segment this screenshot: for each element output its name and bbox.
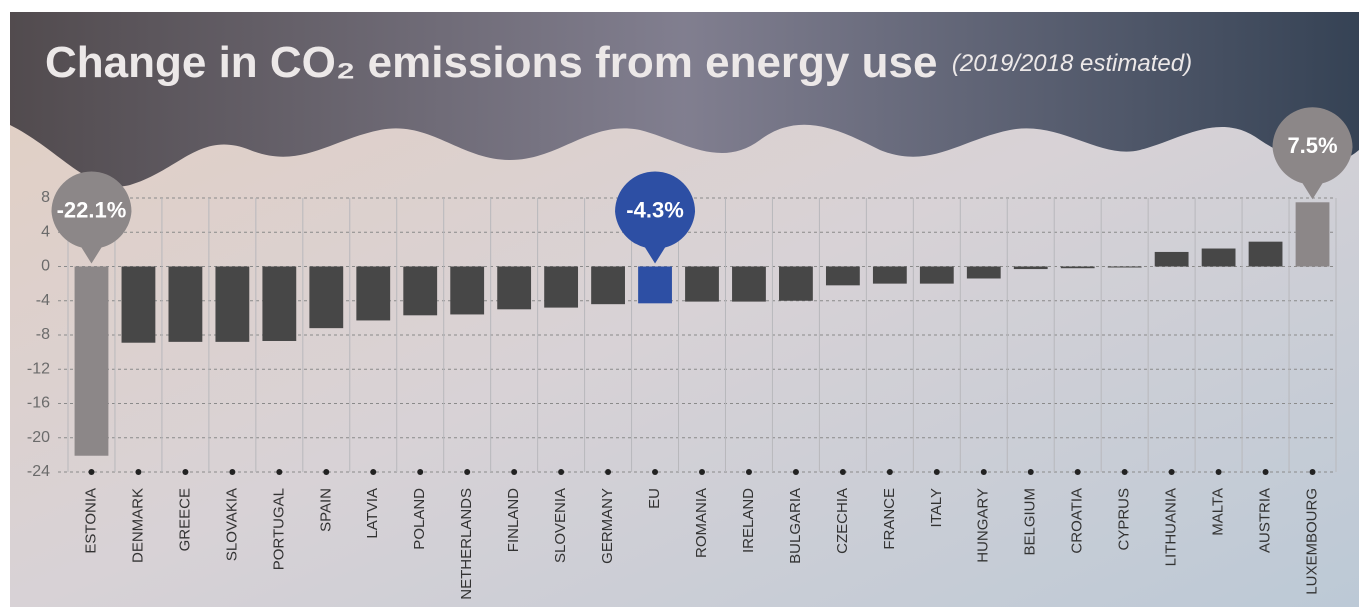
bar [826,267,860,286]
axis-dot [652,469,658,475]
axis-dot [229,469,235,475]
axis-dot [1075,469,1081,475]
x-tick-label: FRANCE [881,488,898,550]
x-tick-label: EU [646,488,663,509]
axis-dot [1216,469,1222,475]
axis-dot [793,469,799,475]
x-tick-label: DENMARK [129,488,146,563]
x-tick-label: SLOVAKIA [223,488,240,561]
page: {"chart_data": {"type": "bar", "title": … [0,0,1359,612]
axis-dot [323,469,329,475]
bar [1061,267,1095,269]
axis-dot [840,469,846,475]
y-tick-label: -16 [27,395,50,412]
x-tick-label: SPAIN [317,488,334,532]
x-tick-label: NETHERLANDS [458,488,475,600]
x-tick-label: FINLAND [505,488,522,552]
axis-dot [276,469,282,475]
x-tick-label: BULGARIA [787,488,804,564]
y-tick-label: -20 [27,429,50,446]
axis-dot [1263,469,1269,475]
bar [169,267,203,342]
bar [356,267,390,321]
axis-dot [887,469,893,475]
bar [309,267,343,329]
subtitle: (2019/2018 estimated) [952,50,1192,77]
title: Change in CO₂ emissions from energy use [45,38,937,87]
axis-dot [934,469,940,475]
x-tick-label: LUXEMBOURG [1303,488,1320,595]
y-tick-label: -12 [27,360,50,377]
axis-dot [88,469,94,475]
x-tick-label: LITHUANIA [1163,488,1180,566]
bar [1014,267,1048,270]
bar [779,267,813,301]
bar [638,267,672,304]
axis-dot [1028,469,1034,475]
x-tick-label: MALTA [1210,488,1227,536]
y-tick-label: -8 [36,326,50,343]
axis-dot [135,469,141,475]
axis-dot [511,469,517,475]
bar [75,267,109,456]
bar [1108,267,1142,268]
x-tick-label: IRELAND [740,488,757,553]
y-tick-label: 4 [41,223,50,240]
axis-dot [746,469,752,475]
x-tick-label: POLAND [411,488,428,550]
x-tick-label: CYPRUS [1116,488,1133,551]
axis-dot [1310,469,1316,475]
bar [1155,252,1189,267]
y-tick-label: 8 [41,189,50,206]
value-label: -4.3% [626,197,683,222]
axis-dot [370,469,376,475]
axis-dot [981,469,987,475]
axis-dot [1122,469,1128,475]
y-tick-label: -24 [27,463,50,480]
axis-dot [464,469,470,475]
axis-dot [1169,469,1175,475]
bar [1202,249,1236,267]
y-tick-label: 0 [41,258,50,275]
bar [1249,242,1283,267]
y-tick-label: -4 [36,292,50,309]
axis-dot [699,469,705,475]
bar [497,267,531,310]
x-tick-label: CROATIA [1069,488,1086,554]
chart: Change in CO₂ emissions from energy use … [0,0,1359,607]
bar [403,267,437,316]
bar [1296,202,1330,266]
bar [122,267,156,343]
bar [732,267,766,302]
axis-dot [605,469,611,475]
bar [544,267,578,308]
x-tick-label: BELGIUM [1022,488,1039,556]
bar [920,267,954,284]
bar [262,267,296,341]
x-tick-label: HUNGARY [975,488,992,563]
x-tick-label: CZECHIA [834,488,851,554]
bar [591,267,625,305]
axis-dot [558,469,564,475]
x-tick-label: ESTONIA [82,488,99,554]
x-tick-label: AUSTRIA [1257,488,1274,553]
x-tick-label: GERMANY [599,488,616,564]
x-tick-label: LATVIA [364,488,381,539]
x-tick-label: GREECE [176,488,193,551]
x-tick-label: PORTUGAL [270,488,287,570]
x-tick-label: ROMANIA [693,488,710,558]
bar [873,267,907,284]
value-label: 7.5% [1287,133,1337,158]
bar [685,267,719,302]
bar [215,267,249,342]
x-tick-label: SLOVENIA [552,488,569,563]
axis-dot [182,469,188,475]
bar [450,267,484,315]
bar [967,267,1001,279]
axis-dot [417,469,423,475]
value-label: -22.1% [57,197,127,222]
x-tick-label: ITALY [928,488,945,527]
